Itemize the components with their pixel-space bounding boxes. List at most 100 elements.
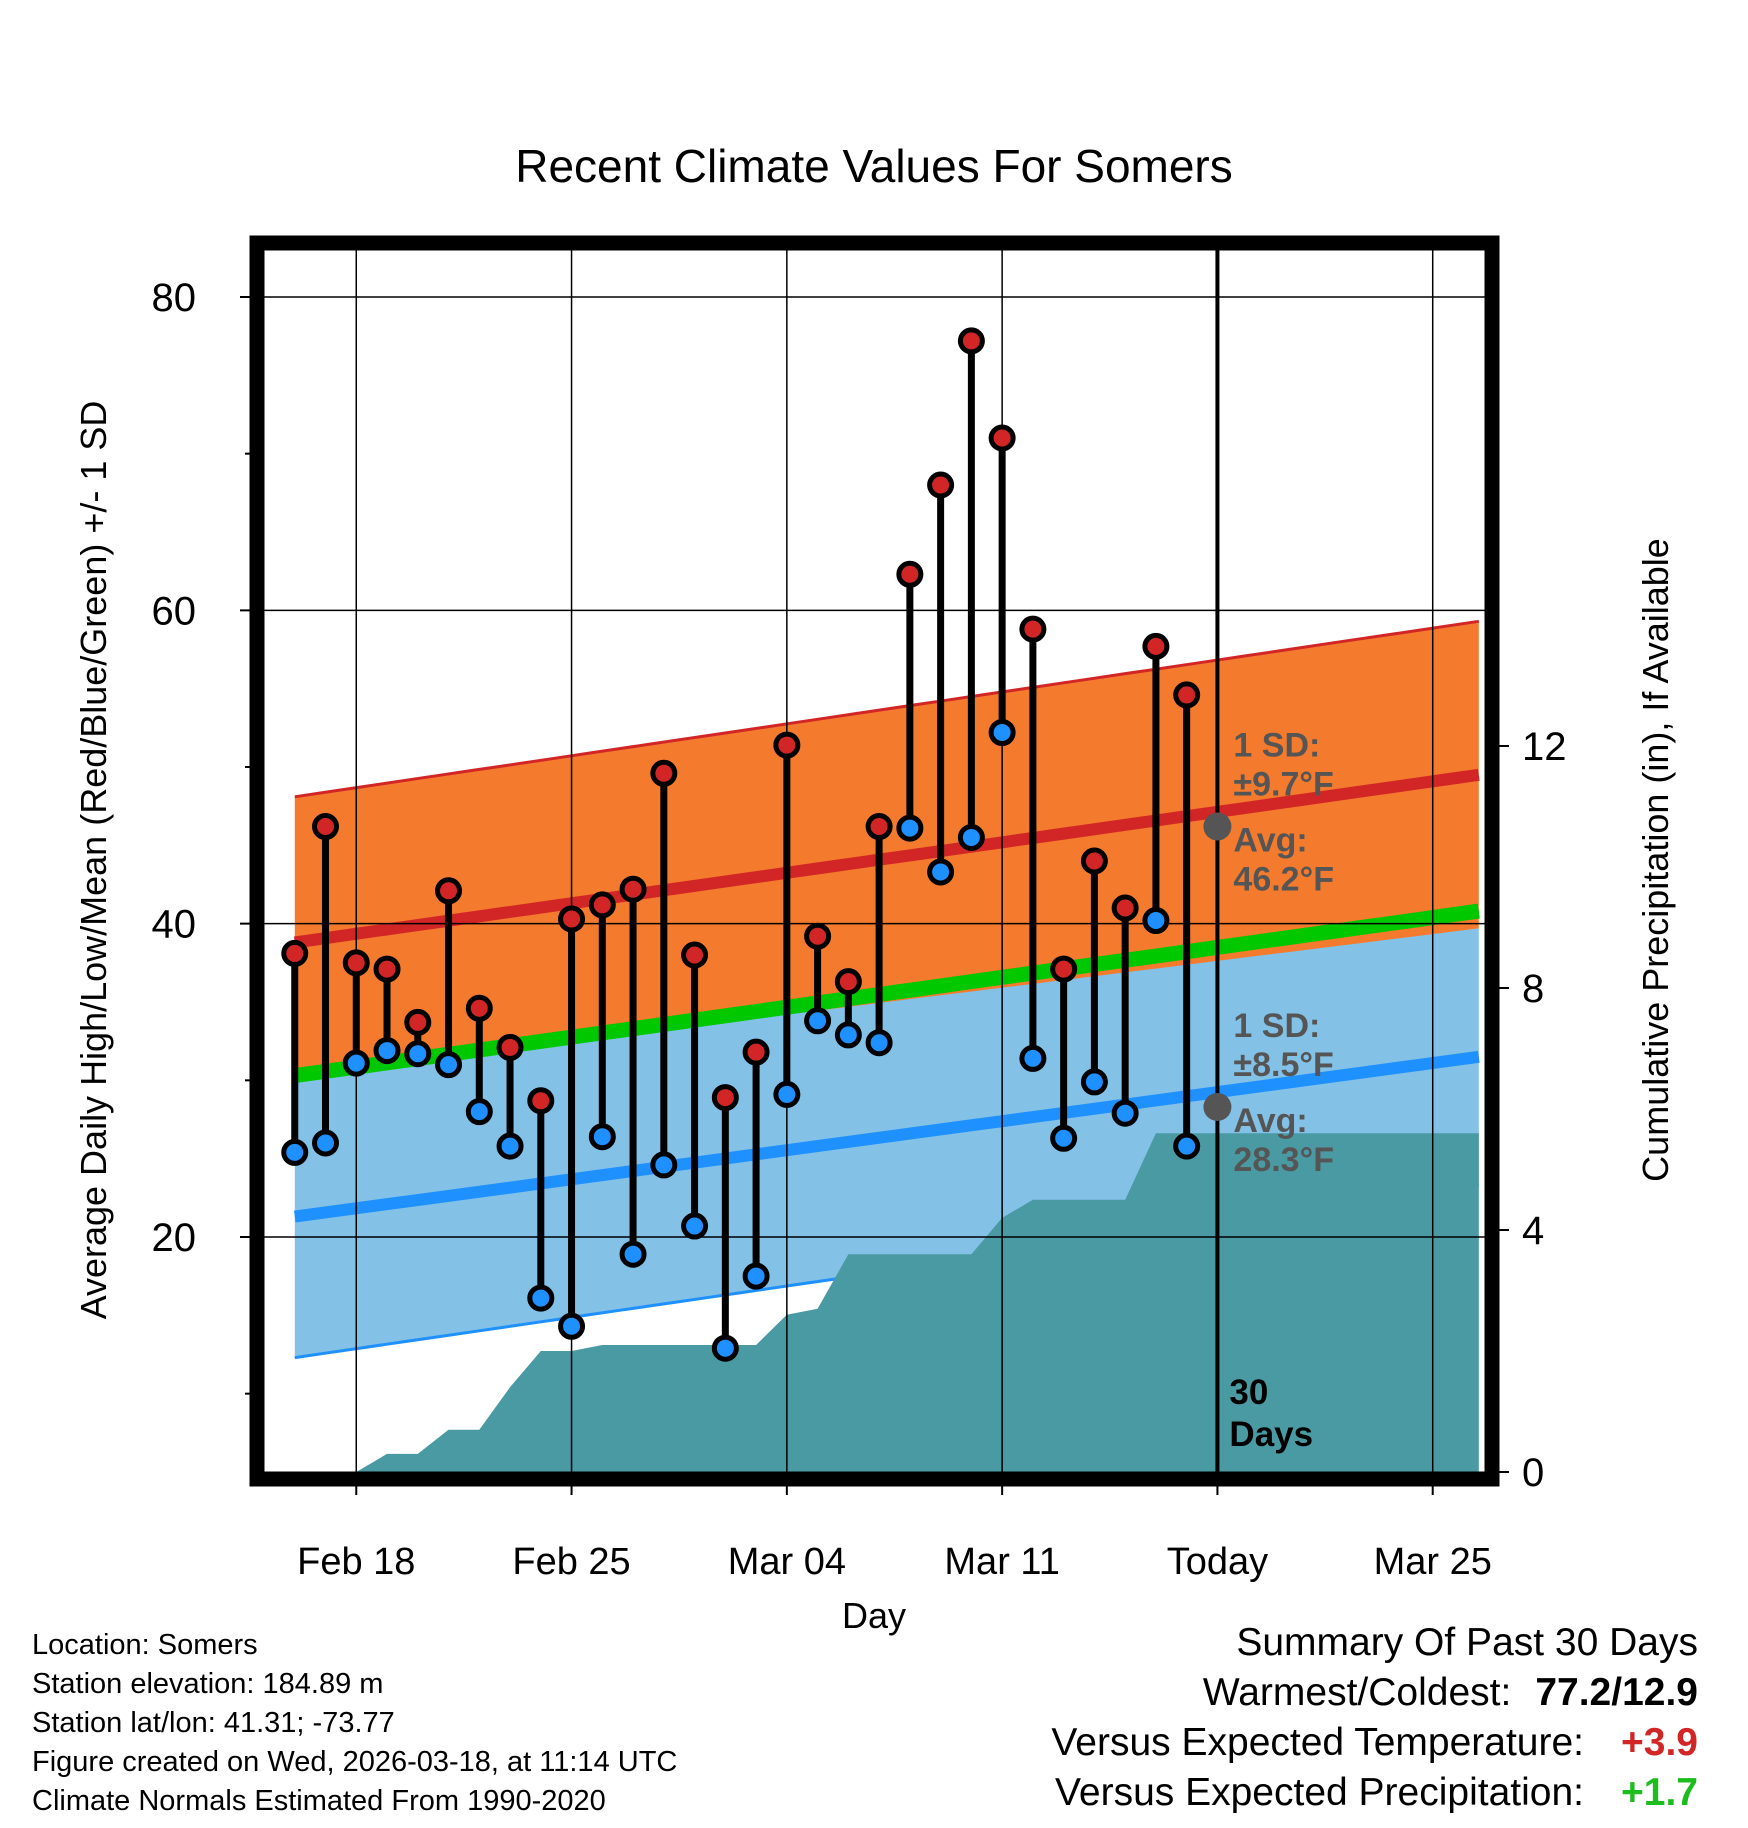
summary-title: Summary Of Past 30 Days — [1236, 1621, 1698, 1664]
high-point — [404, 1008, 432, 1036]
axes: 20 40 60 80 0 4 8 12 Feb 18 Feb 25 Mar 04 Mar 11 Tod… — [152, 276, 1567, 1583]
y-tick-label: 80 — [152, 276, 197, 320]
high-average-line — [293, 768, 1480, 949]
high-point — [650, 759, 678, 787]
x-axis-label: Day — [842, 1595, 906, 1636]
low-point — [742, 1262, 770, 1290]
precipitation-row: Versus Expected Precipitation: +1.7 — [1051, 1768, 1698, 1818]
normals-text: Climate Normals Estimated From 1990-2020 — [32, 1785, 606, 1817]
high-point — [742, 1038, 770, 1066]
low-point — [527, 1284, 555, 1312]
low-point — [681, 1212, 709, 1240]
low-point — [650, 1151, 678, 1179]
high-point — [1019, 615, 1047, 643]
low-point — [619, 1240, 647, 1268]
high-point — [988, 424, 1016, 452]
y2-tick-label: 8 — [1522, 967, 1544, 1011]
x-tick-label: Mar 11 — [944, 1541, 1059, 1583]
high-point — [927, 471, 955, 499]
high-point — [711, 1084, 739, 1112]
y-tick-label: 40 — [152, 903, 197, 947]
precipitation-value: +1.7 — [1621, 1771, 1698, 1814]
low-point — [1080, 1068, 1108, 1096]
low-average-line — [293, 1050, 1480, 1223]
mean-average-line — [293, 903, 1480, 1084]
elevation-text: Station elevation: 184.89 m — [32, 1668, 384, 1700]
warmest-coldest-value: 77.2/12.9 — [1535, 1671, 1698, 1714]
low-sd-value: ±8.5°F — [1233, 1046, 1333, 1084]
daily-bars — [281, 327, 1201, 1362]
high-point — [373, 955, 401, 983]
normal-annotations: 1 SD: ±9.7°F Avg: 46.2°F 1 SD: ±8.5°F Av… — [1203, 727, 1334, 1454]
y-tick-label: 20 — [152, 1216, 197, 1260]
y-axis-label: Average Daily High/Low/Mean (Red/Blue/Gr… — [73, 401, 114, 1320]
high-point — [1173, 681, 1201, 709]
low-point — [342, 1049, 370, 1077]
days-label-number: 30 — [1229, 1373, 1268, 1412]
low-point — [1173, 1132, 1201, 1160]
low-point — [804, 1007, 832, 1035]
high-sd-label: 1 SD: — [1233, 727, 1320, 765]
high-point — [834, 968, 862, 996]
x-tick-label: Today — [1167, 1541, 1268, 1583]
precipitation-area — [294, 1133, 1479, 1472]
temperature-row: Versus Expected Temperature: +3.9 — [1051, 1718, 1698, 1768]
low-point — [373, 1037, 401, 1065]
high-point — [773, 731, 801, 759]
high-avg-marker — [1203, 812, 1232, 841]
low-point — [465, 1098, 493, 1126]
low-sd-band — [294, 928, 1479, 1358]
high-point — [957, 327, 985, 355]
low-point — [773, 1080, 801, 1108]
high-avg-label: Avg: — [1233, 822, 1307, 860]
latlon-text: Station lat/lon: 41.31; -73.77 — [32, 1707, 395, 1739]
high-point — [1050, 955, 1078, 983]
high-point — [1080, 847, 1108, 875]
days-label-text: Days — [1229, 1415, 1313, 1454]
low-avg-marker — [1203, 1092, 1232, 1121]
low-point — [834, 1021, 862, 1049]
high-point — [896, 560, 924, 588]
precipitation-label: Versus Expected Precipitation: — [1055, 1771, 1584, 1814]
x-tick-label: Feb 18 — [297, 1541, 415, 1583]
high-point — [558, 905, 586, 933]
low-sd-label: 1 SD: — [1233, 1007, 1320, 1045]
temperature-value: +3.9 — [1621, 1721, 1698, 1764]
station-info: Location: Somers Station elevation: 184.… — [32, 1626, 677, 1821]
high-point — [588, 891, 616, 919]
location-text: Location: Somers — [32, 1629, 258, 1661]
low-point — [896, 814, 924, 842]
low-point — [558, 1312, 586, 1340]
high-point — [1111, 894, 1139, 922]
warmest-coldest-label: Warmest/Coldest: — [1202, 1671, 1512, 1714]
high-avg-value: 46.2°F — [1233, 861, 1334, 899]
high-point — [804, 922, 832, 950]
high-point — [496, 1033, 524, 1061]
low-point — [988, 719, 1016, 747]
high-point — [465, 994, 493, 1022]
low-point — [312, 1129, 340, 1157]
low-avg-label: Avg: — [1233, 1102, 1307, 1140]
warmest-coldest-row: Warmest/Coldest: 77.2/12.9 — [1051, 1668, 1698, 1718]
low-point — [711, 1334, 739, 1362]
chart-title: Recent Climate Values For Somers — [515, 140, 1233, 192]
y2-axis-label: Cumulative Precipitation (in), If Availa… — [1635, 538, 1676, 1182]
low-point — [588, 1123, 616, 1151]
high-point — [1142, 632, 1170, 660]
summary-panel: Summary Of Past 30 Days Warmest/Coldest:… — [1051, 1618, 1698, 1818]
low-point — [1019, 1044, 1047, 1072]
high-sd-value: ±9.7°F — [1233, 766, 1333, 804]
temperature-label: Versus Expected Temperature: — [1051, 1721, 1584, 1764]
low-point — [1111, 1099, 1139, 1127]
low-point — [865, 1029, 893, 1057]
low-point — [927, 858, 955, 886]
y-tick-label: 60 — [152, 589, 197, 633]
low-point — [1142, 907, 1170, 935]
created-text: Figure created on Wed, 2026-03-18, at 11… — [32, 1746, 678, 1778]
x-tick-label: Mar 04 — [728, 1541, 846, 1583]
x-tick-label: Mar 25 — [1374, 1541, 1492, 1583]
high-point — [281, 939, 309, 967]
high-point — [681, 941, 709, 969]
low-point — [957, 824, 985, 851]
